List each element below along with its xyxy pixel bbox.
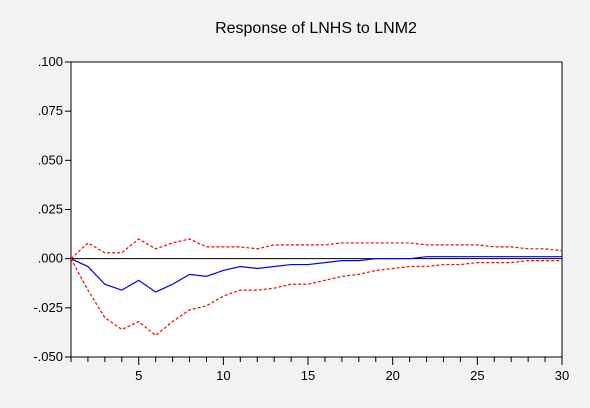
x-tick-label: 30	[555, 368, 569, 383]
y-axis: .100 .075 .050 .025 .000 -.025 -.050	[33, 54, 71, 364]
x-tick-label: 20	[385, 368, 399, 383]
series-line-upper-band	[70, 238, 563, 260]
y-tick-label: .075	[38, 103, 63, 118]
y-tick-label: .100	[38, 54, 63, 69]
y-tick-label: .000	[38, 251, 63, 266]
series-line-response	[70, 256, 562, 293]
x-tick-label: 15	[301, 368, 315, 383]
series-layer	[70, 238, 563, 337]
plot-area	[70, 61, 563, 358]
y-tick-label: .025	[38, 202, 63, 217]
x-axis: 5 10 15 20 25 30	[70, 357, 569, 383]
x-tick-label: 10	[216, 368, 230, 383]
x-tick-label: 25	[470, 368, 484, 383]
y-tick-label: -.050	[33, 349, 63, 364]
series-line-lower-band	[70, 258, 562, 337]
y-tick-label: .050	[38, 152, 63, 167]
y-tick-label: -.025	[33, 300, 63, 315]
x-tick-label: 5	[135, 368, 142, 383]
chart-title: Response of LNHS to LNM2	[215, 20, 417, 37]
